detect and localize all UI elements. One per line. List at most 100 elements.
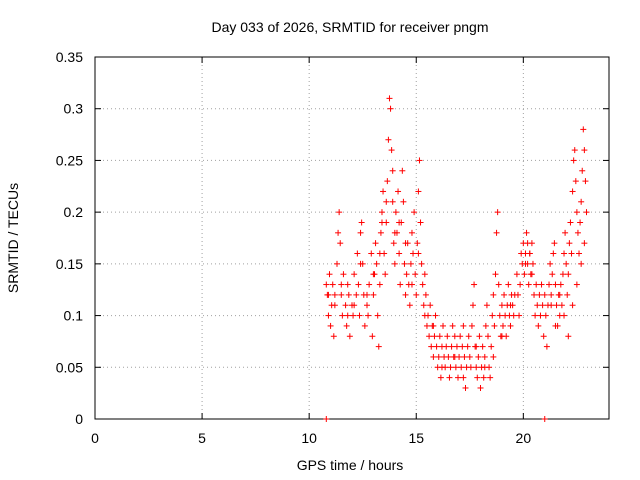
data-point	[568, 250, 575, 257]
data-point	[383, 198, 390, 205]
data-point	[464, 343, 471, 350]
data-point	[505, 281, 512, 288]
data-point	[452, 364, 459, 371]
data-point	[335, 229, 342, 236]
data-point	[403, 271, 410, 278]
data-point	[351, 302, 358, 309]
data-point	[447, 364, 454, 371]
data-point	[539, 302, 546, 309]
data-point	[552, 281, 559, 288]
data-point	[581, 147, 588, 154]
data-point	[552, 322, 559, 329]
data-point	[386, 95, 393, 102]
x-tick-label: 20	[516, 430, 532, 446]
data-point	[444, 333, 451, 340]
y-tick-label: 0.2	[64, 204, 84, 220]
data-point	[396, 219, 403, 226]
data-point	[467, 364, 474, 371]
data-point	[481, 353, 488, 360]
data-point	[345, 291, 352, 298]
data-point	[331, 302, 338, 309]
data-point	[514, 291, 521, 298]
data-point	[549, 271, 556, 278]
data-point	[470, 302, 477, 309]
data-point	[569, 302, 576, 309]
data-point	[576, 250, 583, 257]
data-point	[477, 384, 484, 391]
data-point	[406, 302, 413, 309]
data-point	[490, 353, 497, 360]
data-point	[543, 343, 550, 350]
data-point	[523, 229, 530, 236]
data-point	[507, 322, 514, 329]
data-point	[423, 322, 430, 329]
data-point	[553, 302, 560, 309]
data-point	[559, 271, 566, 278]
data-point	[488, 343, 495, 350]
data-point	[446, 374, 453, 381]
data-point	[491, 322, 498, 329]
data-point	[577, 219, 584, 226]
data-point	[458, 364, 465, 371]
data-point	[418, 260, 425, 267]
data-point	[346, 333, 353, 340]
data-point	[566, 240, 573, 247]
data-point	[571, 147, 578, 154]
data-point	[563, 260, 570, 267]
data-point	[363, 302, 370, 309]
data-point	[481, 364, 488, 371]
data-point	[445, 353, 452, 360]
y-tick-label: 0.3	[64, 101, 84, 117]
data-point	[337, 240, 344, 247]
data-point	[449, 322, 456, 329]
data-point	[391, 229, 398, 236]
plot-frame	[94, 56, 610, 420]
x-axis-label: GPS time / hours	[297, 457, 404, 473]
data-point	[460, 374, 467, 381]
data-point	[373, 260, 380, 267]
data-point	[528, 271, 535, 278]
data-point	[535, 322, 542, 329]
y-tick-label: 0.25	[56, 152, 83, 168]
data-point	[426, 333, 433, 340]
y-tick-label: 0	[75, 411, 83, 427]
data-point	[329, 281, 336, 288]
data-point	[325, 291, 332, 298]
data-point	[427, 302, 434, 309]
data-point	[517, 281, 524, 288]
data-point	[366, 281, 373, 288]
data-point	[375, 343, 382, 350]
data-point	[372, 240, 379, 247]
data-point	[435, 353, 442, 360]
x-tick-label: 10	[301, 430, 317, 446]
data-point	[391, 260, 398, 267]
data-point	[484, 333, 491, 340]
data-point	[428, 343, 435, 350]
data-point	[323, 416, 330, 422]
data-point	[344, 281, 351, 288]
data-point	[380, 188, 387, 195]
data-point	[338, 291, 345, 298]
data-point	[343, 322, 350, 329]
data-point	[437, 374, 444, 381]
data-point	[513, 271, 520, 278]
data-point	[567, 219, 574, 226]
data-point	[578, 198, 585, 205]
data-point	[415, 250, 422, 257]
data-point	[582, 178, 589, 185]
data-point	[531, 291, 538, 298]
data-point	[401, 260, 408, 267]
data-point	[498, 333, 505, 340]
data-point	[451, 333, 458, 340]
data-point	[496, 312, 503, 319]
data-point	[583, 209, 590, 216]
data-point	[532, 312, 539, 319]
data-point	[501, 291, 508, 298]
data-point	[411, 209, 418, 216]
y-tick-label: 0.35	[56, 49, 83, 65]
data-point	[430, 322, 437, 329]
data-point	[541, 416, 548, 422]
data-point	[564, 291, 571, 298]
data-point	[468, 322, 475, 329]
data-point	[459, 343, 466, 350]
